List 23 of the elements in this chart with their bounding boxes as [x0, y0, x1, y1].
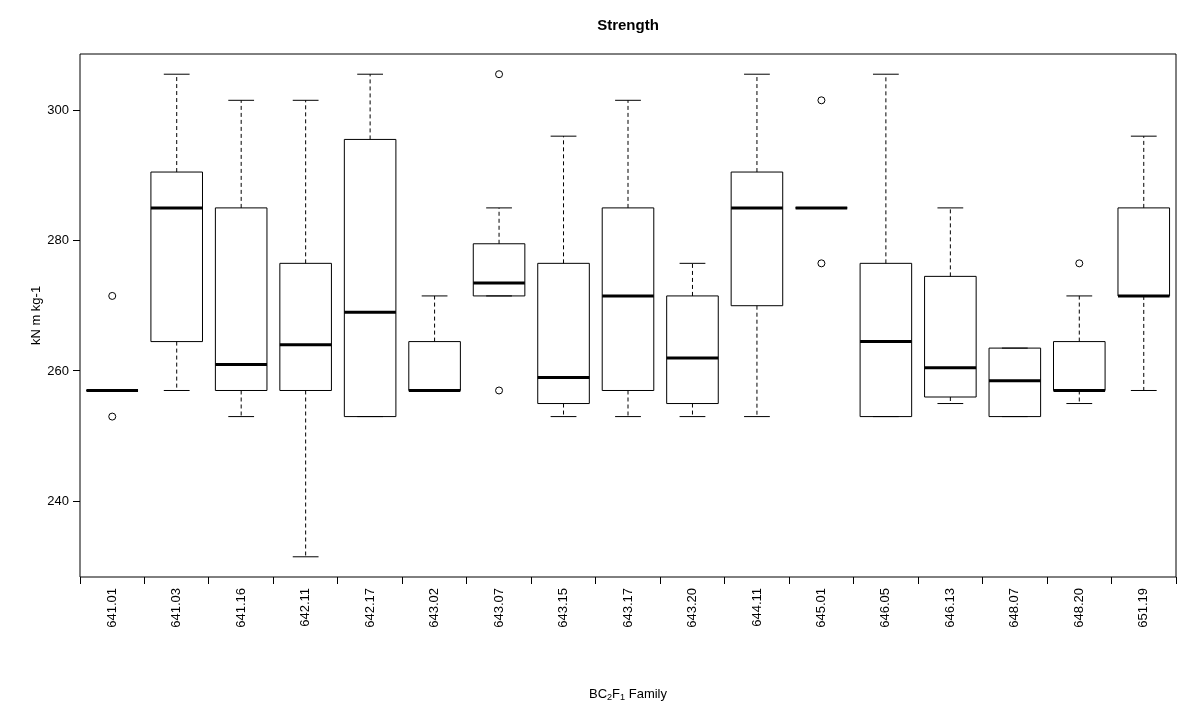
- y-axis-title: kN m kg-1: [27, 285, 43, 346]
- x-tick-label: 642.11: [297, 588, 313, 627]
- y-tick-label: 260: [47, 362, 69, 378]
- x-tick-label: 643.17: [619, 588, 635, 628]
- x-tick-label: 643.02: [426, 588, 442, 628]
- x-tick-label: 643.15: [555, 588, 571, 628]
- x-tick-label: 641.03: [168, 588, 184, 628]
- y-tick-label: 280: [47, 232, 69, 248]
- x-tick-label: 648.07: [1006, 588, 1022, 628]
- x-tick-label: 646.13: [941, 588, 957, 628]
- x-tick-label: 643.20: [684, 588, 700, 628]
- x-tick-label: 646.05: [877, 588, 893, 628]
- x-tick-label: 643.07: [490, 588, 506, 628]
- x-tick-label: 644.11: [748, 588, 764, 627]
- x-tick-label: 641.01: [103, 588, 119, 628]
- y-tick-label: 240: [47, 492, 69, 508]
- x-tick-label: 641.16: [232, 588, 248, 628]
- x-tick-label: 648.20: [1070, 588, 1086, 628]
- x-tick-label: 645.01: [812, 588, 828, 628]
- x-tick-label: 642.17: [361, 588, 377, 628]
- chart-title: Strength: [597, 16, 659, 34]
- y-tick-label: 300: [47, 101, 69, 117]
- x-tick-label: 651.19: [1135, 588, 1151, 628]
